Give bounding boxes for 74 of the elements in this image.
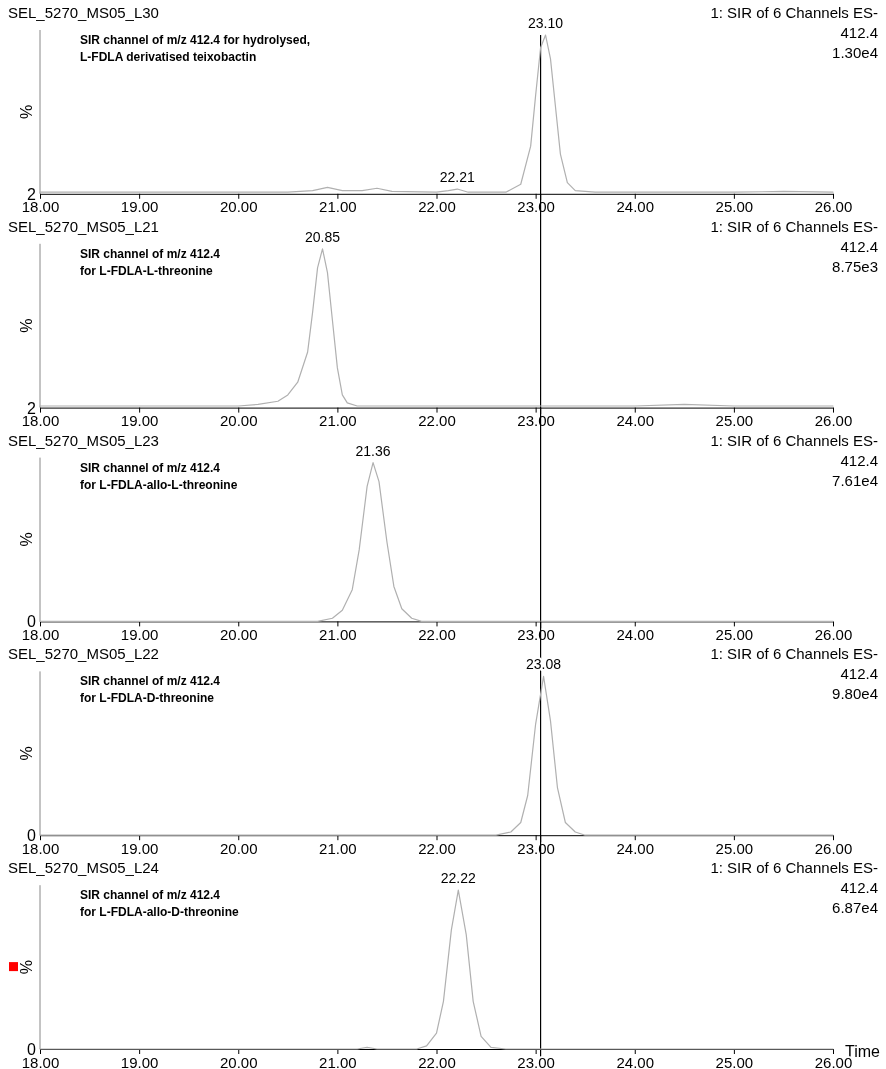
y-axis-title: % <box>18 746 35 761</box>
text: 2 <box>27 399 37 417</box>
x-tick-label: 22.00 <box>418 198 456 216</box>
text: 412.4 <box>840 879 878 897</box>
x-tick-label: 25.00 <box>715 626 754 644</box>
x-tick-label: 20.00 <box>219 412 258 430</box>
x-tick-label: 22.00 <box>418 1053 456 1069</box>
text: 0 <box>27 1041 37 1058</box>
x-tick-label: 24.00 <box>616 1053 655 1069</box>
annotation: 23.10 <box>528 15 564 31</box>
x-tick-label: 19.00 <box>120 626 159 644</box>
text: 0 <box>27 827 37 845</box>
chart-title: SEL_5270_MS05_L21 <box>8 217 159 235</box>
annotation: SIR channel of m/z 412.4 for L-FDLA-L-threonine <box>80 246 221 278</box>
x-tick-label: 22.00 <box>418 412 456 430</box>
chart-subtitle: 1: SIR of 6 Channels ES- <box>710 217 878 235</box>
x-tick-label: 26.00 <box>814 198 853 216</box>
x-tick-label: 21.00 <box>319 1053 357 1069</box>
x-tick-label: 19.00 <box>120 839 159 857</box>
x-tick-label: 19.00 <box>120 1053 159 1069</box>
text: 412.4 <box>840 665 878 683</box>
annotation: 8.75e3 <box>832 257 878 275</box>
x-tick-label: 24.00 <box>616 839 655 857</box>
x-tick-label: 26.00 <box>814 839 853 857</box>
chart-subtitle: 1: SIR of 6 Channels ES- <box>710 4 878 21</box>
x-tick-label: 19.00 <box>120 412 159 430</box>
chart-title: SEL_5270_MS05_L24 <box>8 859 159 877</box>
x-tick-label: 21.00 <box>319 626 357 644</box>
x-tick-label: 21.00 <box>319 412 357 430</box>
x-tick-label: 24.00 <box>616 626 655 644</box>
y-axis-title: % <box>18 959 35 975</box>
x-tick-label: 25.00 <box>715 1053 754 1069</box>
x-tick-label: 24.00 <box>616 198 655 216</box>
text: 2 <box>27 185 37 203</box>
chart-title: SEL_5270_MS05_L23 <box>8 431 159 449</box>
y-axis-title: % <box>18 532 35 547</box>
x-tick-label: 19.00 <box>120 198 159 216</box>
x-tick-label: 21.00 <box>319 839 357 857</box>
annotation: SIR channel of m/z 412.4 for L-FDLA-D-threonine <box>80 674 221 706</box>
chart-title: SEL_5270_MS05_L30 <box>8 4 159 21</box>
chart-subtitle: 1: SIR of 6 Channels ES- <box>710 859 878 877</box>
x-tick-label: 26.00 <box>814 626 853 644</box>
x-tick-label: 20.00 <box>219 839 258 857</box>
x-tick-label: 26.00 <box>814 412 853 430</box>
x-tick-label: 20.00 <box>219 1053 258 1069</box>
annotation: SIR channel of m/z 412.4 for L-FDLA-allo-D-threonine <box>80 888 239 920</box>
x-tick-label: 25.00 <box>715 412 754 430</box>
x-tick-label: 25.00 <box>715 839 754 857</box>
annotation: 22.22 <box>440 870 477 887</box>
x-tick-label: 23.00 <box>517 1053 555 1069</box>
annotation: 22.21 <box>439 169 476 186</box>
chart-subtitle: 1: SIR of 6 Channels ES- <box>710 645 878 663</box>
text: 412.4 <box>840 24 878 41</box>
text: 412.4 <box>840 451 878 469</box>
annotation: 6.87e4 <box>832 899 878 917</box>
x-tick-label: 22.00 <box>418 626 456 644</box>
x-tick-label: 21.00 <box>319 198 357 216</box>
x-tick-label: 24.00 <box>616 412 655 430</box>
x-tick-label: 20.00 <box>219 198 258 216</box>
x-tick-label: 22.00 <box>418 839 456 857</box>
annotation: 7.61e4 <box>832 471 878 489</box>
text: 412.4 <box>840 237 878 255</box>
chart-title: SEL_5270_MS05_L22 <box>8 645 159 663</box>
annotation: 21.36 <box>355 442 391 459</box>
y-axis-title: % <box>18 318 35 333</box>
x-tick-label: 25.00 <box>715 198 754 216</box>
annotation: 9.80e4 <box>832 685 878 703</box>
annotation: SIR channel of m/z 412.4 for L-FDLA-allo-L-threonine <box>80 460 238 492</box>
x-tick-label: 20.00 <box>219 626 258 644</box>
annotation: 1.30e4 <box>832 44 878 61</box>
y-axis-title: % <box>18 104 35 120</box>
chart-subtitle: 1: SIR of 6 Channels ES- <box>710 431 878 449</box>
annotation: 20.85 <box>304 228 341 245</box>
annotation: SIR channel of m/z 412.4 for hydrolysed, L-FDLA derivatised teixobactin <box>80 33 311 64</box>
